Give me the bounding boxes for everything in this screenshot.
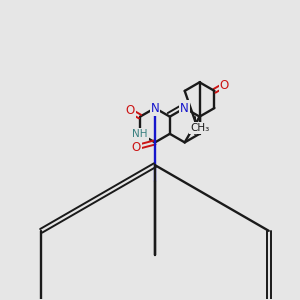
Text: CH₃: CH₃: [190, 123, 209, 133]
Text: O: O: [132, 141, 141, 154]
Text: O: O: [125, 104, 135, 117]
Text: N: N: [180, 102, 189, 115]
Text: NH: NH: [132, 129, 148, 139]
Text: N: N: [151, 102, 159, 115]
Text: O: O: [220, 79, 229, 92]
